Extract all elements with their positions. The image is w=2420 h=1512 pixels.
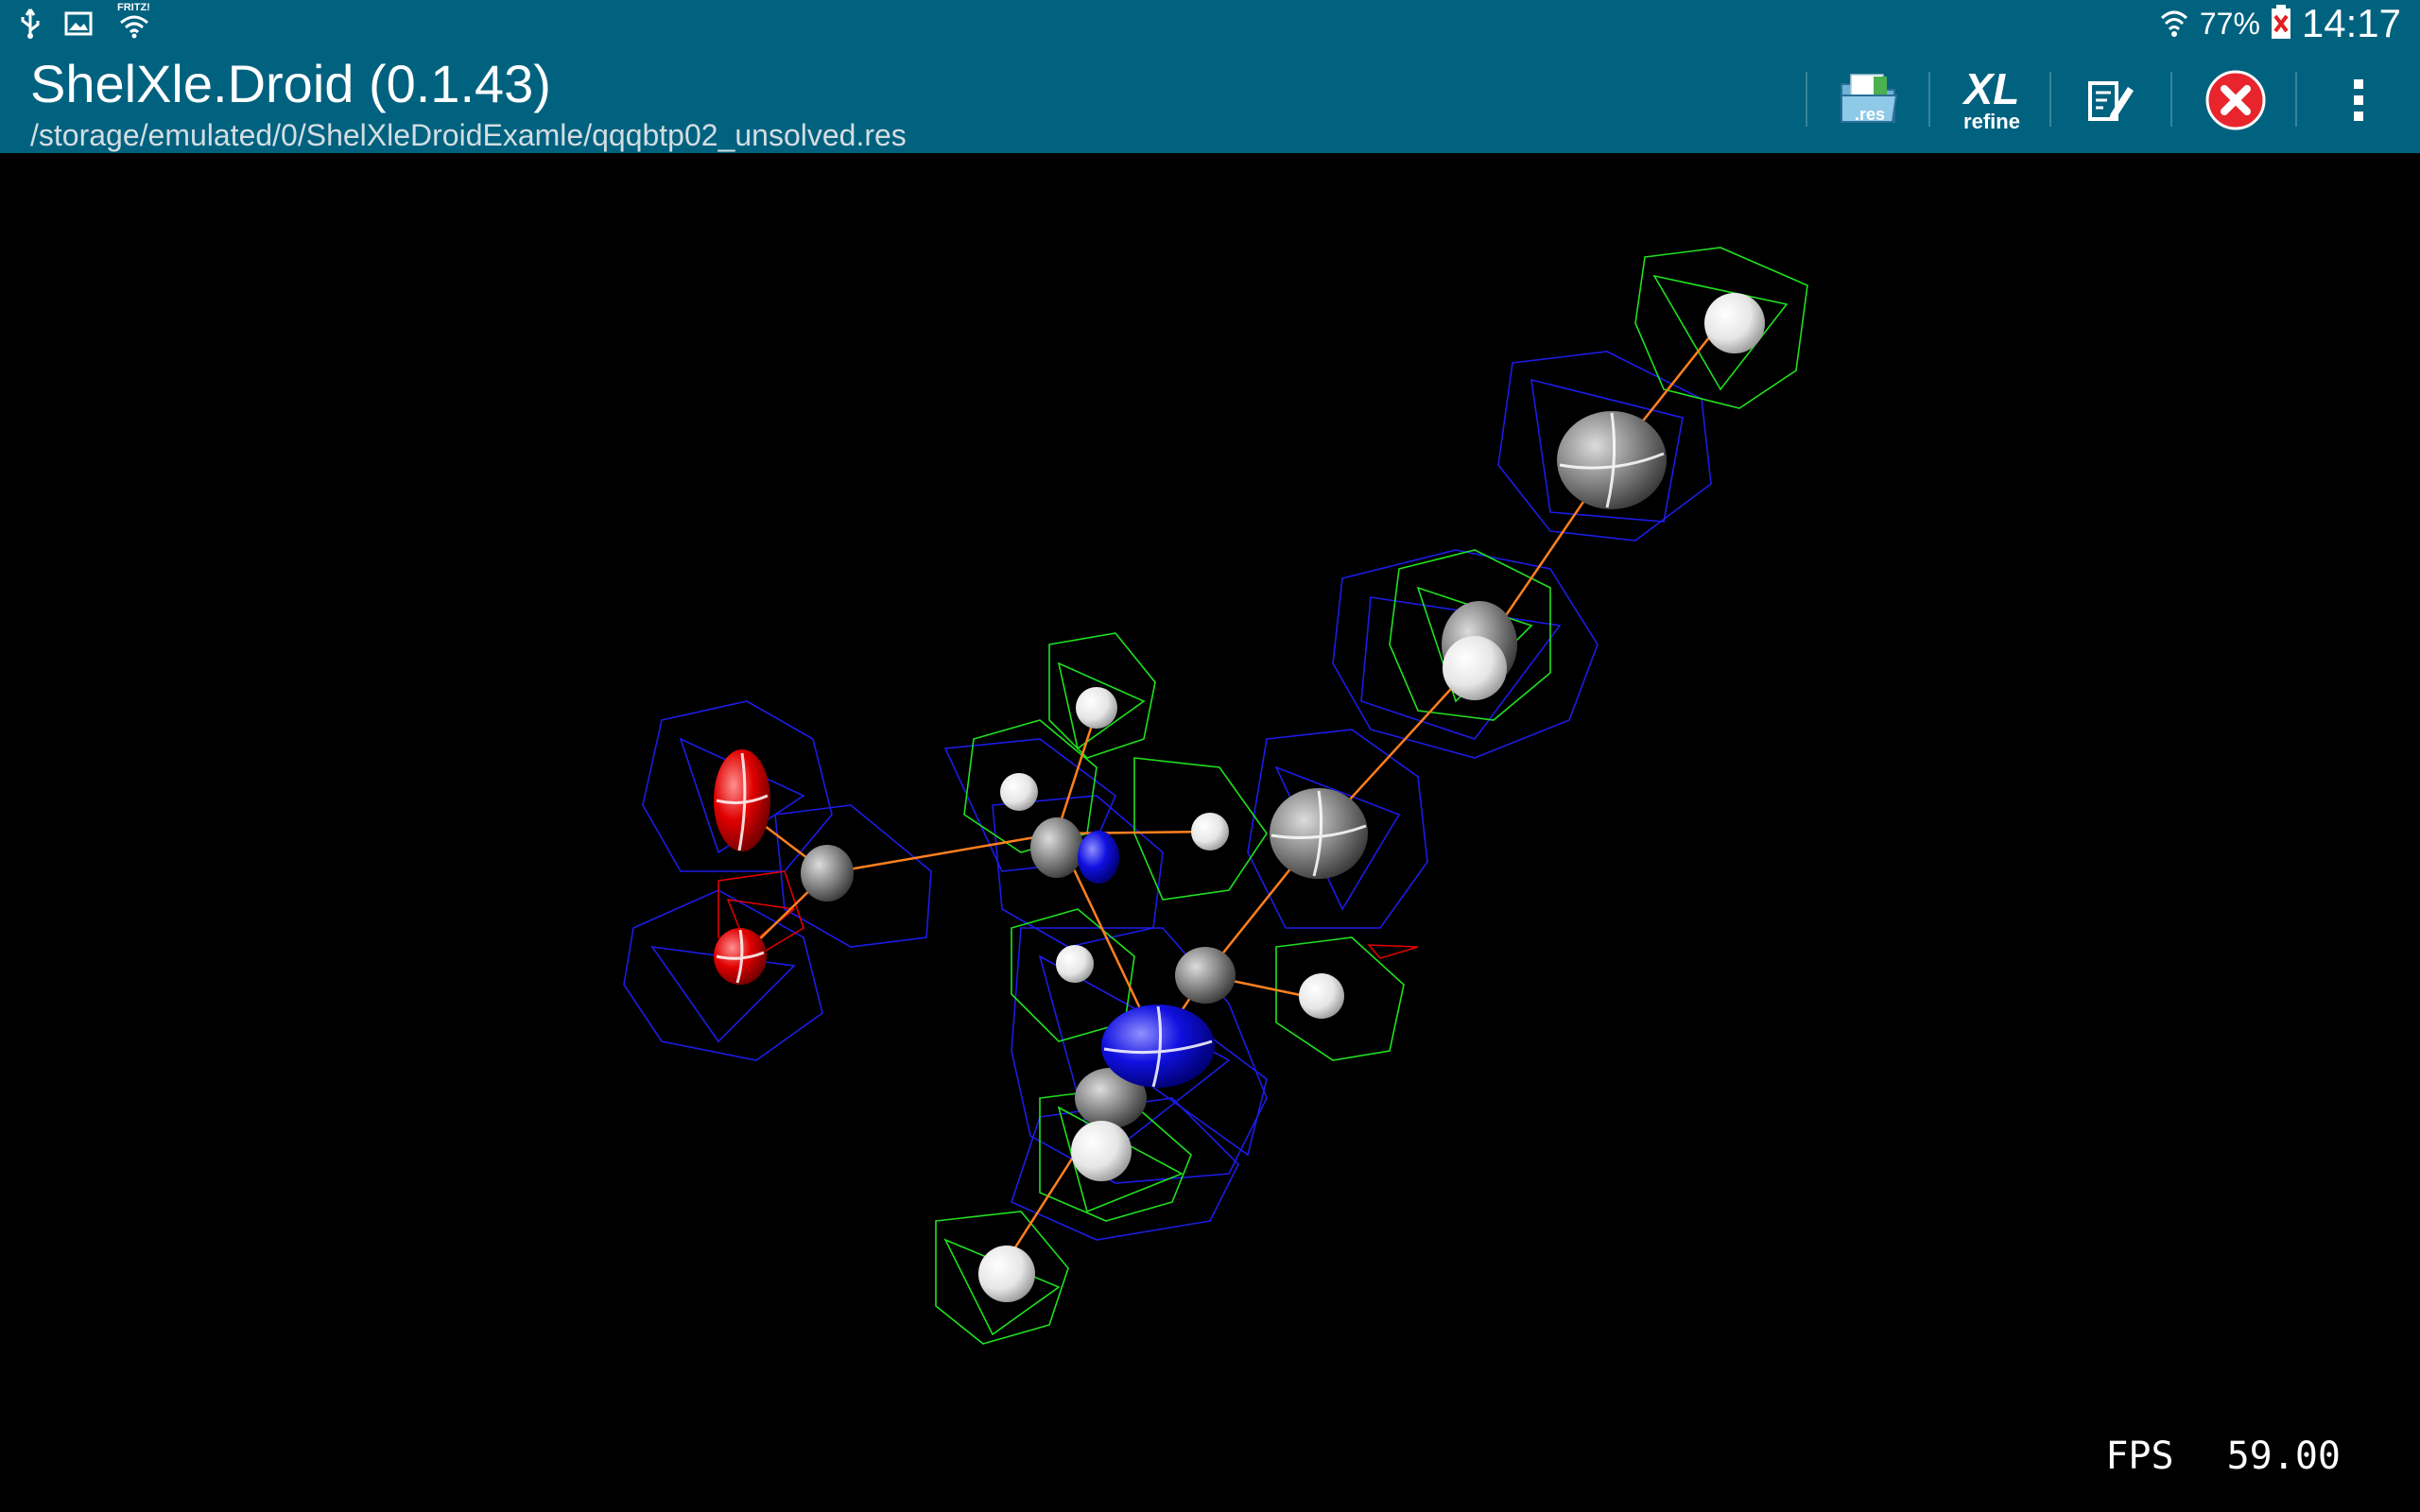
atom-carbon bbox=[1030, 817, 1083, 878]
density-mesh-green bbox=[935, 247, 1808, 1345]
status-right: 77% 14:17 bbox=[2158, 1, 2401, 45]
atom-carbon bbox=[1175, 947, 1236, 1004]
usb-icon bbox=[19, 8, 42, 44]
atom-oxygen bbox=[714, 749, 770, 851]
overflow-menu-button[interactable] bbox=[2307, 60, 2411, 140]
ellipsoid-axes bbox=[716, 412, 1665, 1088]
atom-carbon bbox=[1075, 1068, 1147, 1128]
atom-hydrogen bbox=[1191, 813, 1229, 850]
atom-nitrogen bbox=[1078, 831, 1119, 884]
open-res-button[interactable]: .res bbox=[1817, 60, 1921, 140]
status-bar: FRITZ! 77% 14:17 bbox=[0, 0, 2420, 47]
app-title: ShelXle.Droid (0.1.43) bbox=[30, 54, 551, 113]
toolbar-divider bbox=[1806, 72, 1807, 127]
close-file-button[interactable] bbox=[2184, 60, 2288, 140]
toolbar-divider bbox=[1928, 72, 1930, 127]
edit-document-icon bbox=[2088, 81, 2134, 121]
image-icon bbox=[64, 11, 93, 41]
edit-button[interactable] bbox=[2057, 60, 2161, 140]
molecule-render bbox=[623, 247, 1808, 1345]
folder-res-icon: .res bbox=[1841, 74, 1898, 124]
atom-hydrogen bbox=[1299, 973, 1344, 1019]
xl-refine-button[interactable]: XL refine bbox=[1940, 60, 2044, 140]
atom-carbon bbox=[801, 845, 854, 902]
wifi-signal-icon bbox=[2158, 3, 2190, 45]
density-mesh-blue bbox=[623, 351, 1712, 1241]
atom-hydrogen bbox=[978, 1246, 1035, 1302]
close-red-icon bbox=[2205, 70, 2266, 130]
atom-carbon bbox=[1270, 788, 1368, 879]
atom-hydrogen bbox=[1000, 773, 1038, 811]
status-left-icons: FRITZ! bbox=[19, 2, 153, 44]
more-vertical-icon bbox=[2354, 79, 2363, 121]
fps-value: 59.00 bbox=[2226, 1435, 2341, 1478]
toolbar-divider bbox=[2295, 72, 2297, 127]
atom-carbon bbox=[1557, 411, 1667, 509]
toolbar-divider bbox=[2049, 72, 2051, 127]
wifi-direct-icon: FRITZ! bbox=[115, 2, 153, 44]
atom-hydrogen bbox=[1704, 293, 1765, 353]
wifi-ssid-label: FRITZ! bbox=[117, 2, 150, 13]
atoms bbox=[714, 293, 1765, 1302]
atom-hydrogen bbox=[1076, 687, 1117, 729]
molecule-viewer[interactable]: FPS 59.00 bbox=[0, 153, 2420, 1512]
atom-hydrogen bbox=[1443, 636, 1507, 700]
battery-icon bbox=[2270, 3, 2292, 45]
refine-label: refine bbox=[1963, 110, 2020, 133]
atom-hydrogen bbox=[1056, 945, 1094, 983]
fps-counter: FPS 59.00 bbox=[2105, 1435, 2341, 1478]
atom-oxygen bbox=[714, 928, 767, 985]
res-label: .res bbox=[1855, 105, 1885, 124]
battery-percent: 77% bbox=[2199, 6, 2260, 41]
atom-nitrogen bbox=[1101, 1005, 1215, 1088]
atom-hydrogen bbox=[1071, 1121, 1132, 1181]
toolbar-divider bbox=[2170, 72, 2172, 127]
file-path: /storage/emulated/0/ShelXleDroidExamle/q… bbox=[30, 118, 907, 152]
action-bar: ShelXle.Droid (0.1.43) /storage/emulated… bbox=[0, 47, 2420, 153]
xl-label: XL bbox=[1963, 64, 2020, 113]
status-clock: 14:17 bbox=[2301, 1, 2401, 45]
fps-label: FPS bbox=[2105, 1435, 2174, 1478]
